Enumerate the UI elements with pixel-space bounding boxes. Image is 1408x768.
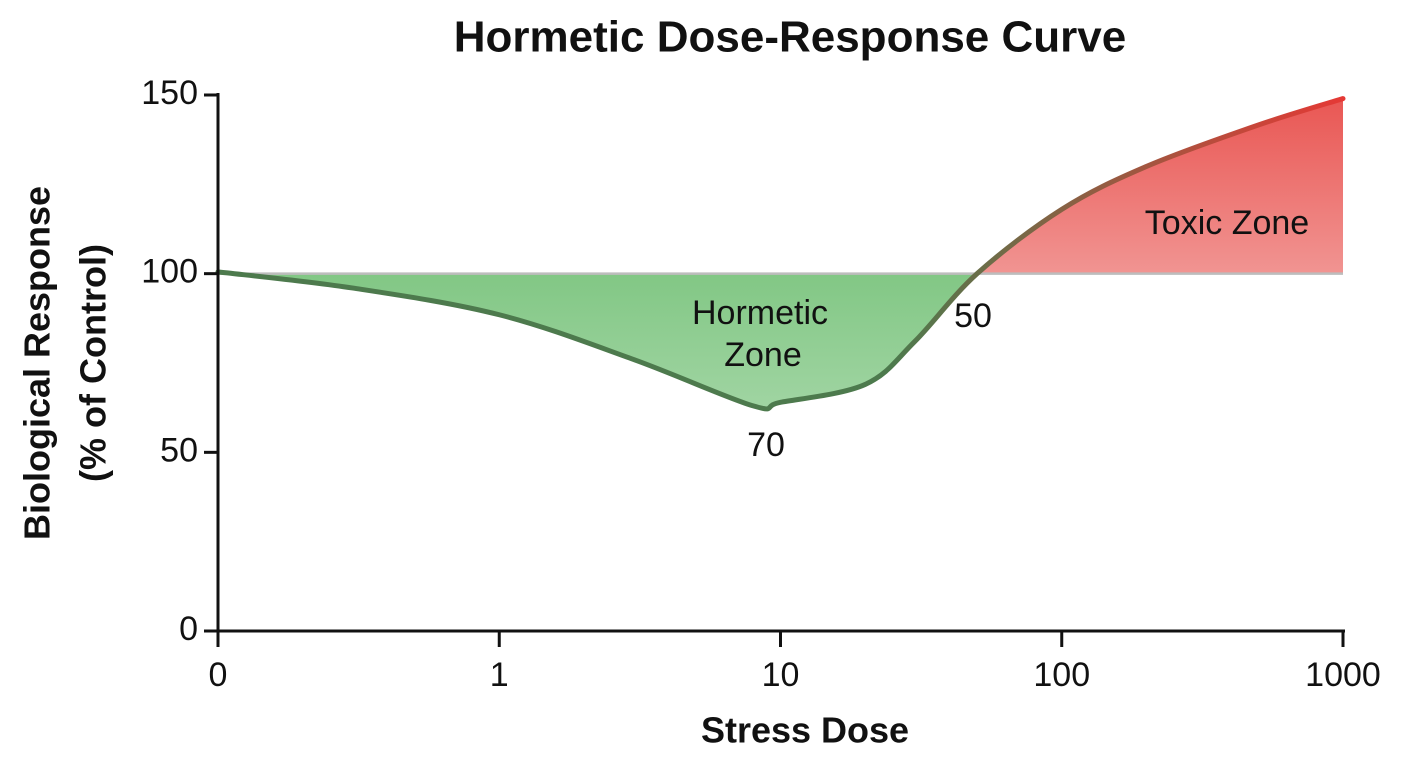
annotation: 70: [747, 426, 785, 464]
x-tick-label: 1000: [1305, 656, 1381, 694]
y-tick-label: 50: [160, 431, 198, 469]
y-axis-label: (% of Control): [73, 244, 114, 482]
toxic-zone-area: [218, 98, 1343, 274]
x-tick-label: 10: [762, 656, 800, 694]
chart-title: Hormetic Dose-Response Curve: [454, 13, 1126, 62]
y-tick-label: 150: [141, 74, 198, 112]
annotation: Hormetic: [692, 294, 828, 332]
y-tick-label: 100: [141, 253, 198, 291]
x-axis-label: Stress Dose: [701, 710, 909, 751]
y-tick-label: 0: [179, 610, 198, 648]
y-axis-label: Biological Response: [17, 186, 58, 540]
annotation: Zone: [724, 336, 802, 374]
annotation: 50: [954, 297, 992, 335]
response-curve: [215, 96, 1346, 412]
x-tick-label: 1: [490, 656, 509, 694]
x-tick-label: 100: [1033, 656, 1090, 694]
x-tick-label: 0: [209, 656, 228, 694]
annotation: Toxic Zone: [1145, 204, 1309, 242]
hormetic-zone-area: [218, 273, 1343, 409]
